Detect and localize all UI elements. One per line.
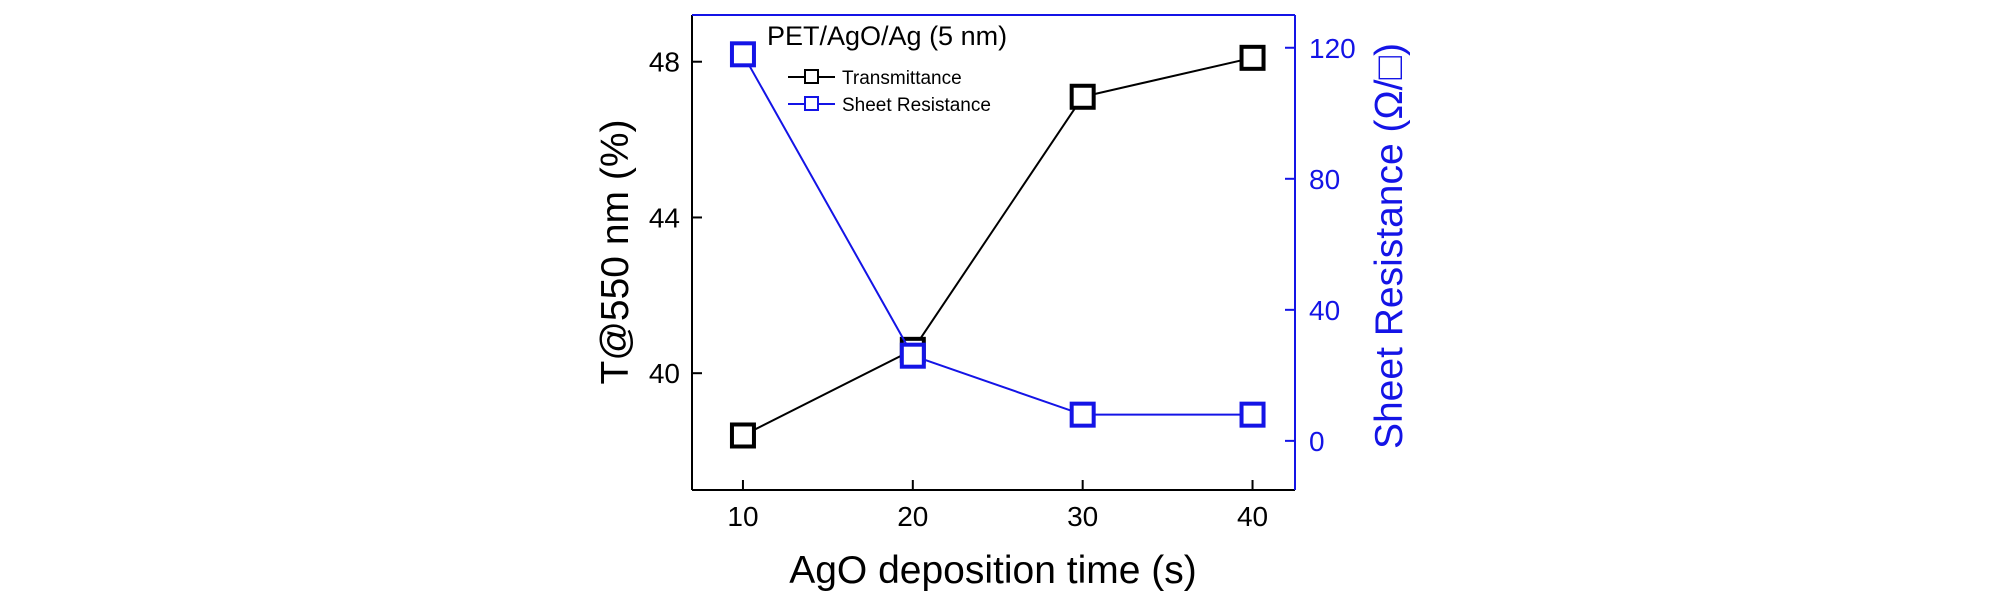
chart-title: PET/AgO/Ag (5 nm) <box>767 21 1007 51</box>
y-tick-label-40: 40 <box>649 358 680 389</box>
x-tick-label-30: 30 <box>1067 501 1098 532</box>
point-transmittance-30 <box>1069 83 1096 110</box>
point-transmittance-40 <box>1239 44 1266 71</box>
x-tick-label-40: 40 <box>1237 501 1268 532</box>
y-tick-label-44: 44 <box>649 202 680 233</box>
y2-ticks: 0 40 80 120 <box>1285 33 1356 457</box>
x-ticks: 10 20 30 40 <box>727 480 1268 532</box>
point-sheet-resistance-40 <box>1239 401 1266 428</box>
series-layer <box>729 41 1266 449</box>
point-sheet-resistance-30 <box>1069 401 1096 428</box>
y2-axis-label: Sheet Resistance (Ω/□) <box>1368 43 1411 449</box>
y-tick-label-48: 48 <box>649 47 680 78</box>
x-tick-label-10: 10 <box>727 501 758 532</box>
y2-tick-label-40: 40 <box>1309 295 1340 326</box>
series-line-transmittance <box>742 56 1253 437</box>
point-sheet-resistance-20 <box>899 342 926 369</box>
point-transmittance-10 <box>729 422 756 449</box>
legend-entry-sheet-resistance: Sheet Resistance <box>788 95 991 116</box>
legend-label-sheet-resistance: Sheet Resistance <box>842 95 991 116</box>
point-sheet-resistance-10 <box>729 41 756 68</box>
y-ticks: 40 44 48 <box>649 47 702 389</box>
legend-marker-transmittance <box>804 69 819 84</box>
legend-marker-sheet-resistance <box>804 96 819 111</box>
legend: Transmittance Sheet Resistance <box>788 68 991 116</box>
y2-tick-label-120: 120 <box>1309 33 1356 64</box>
y2-tick-label-0: 0 <box>1309 426 1325 457</box>
x-axis-label: AgO deposition time (s) <box>789 549 1197 592</box>
y2-tick-label-80: 80 <box>1309 164 1340 195</box>
y-axis-label: T@550 nm (%) <box>594 120 637 385</box>
x-tick-label-20: 20 <box>897 501 928 532</box>
legend-entry-transmittance: Transmittance <box>788 68 962 89</box>
legend-label-transmittance: Transmittance <box>842 68 962 89</box>
series-line-sheet-resistance <box>742 53 1253 416</box>
